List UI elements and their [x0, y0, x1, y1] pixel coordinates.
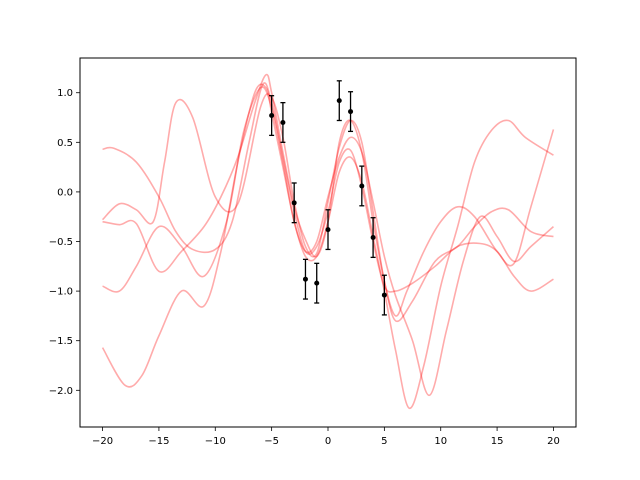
y-tick-label: 0.0: [57, 187, 73, 198]
sample-curve-3: [102, 86, 554, 397]
observation-point: [314, 280, 320, 286]
observation-point: [336, 98, 342, 104]
y-tick-label: −1.0: [49, 287, 73, 298]
sample-curve-1: [102, 82, 554, 293]
observation-point: [325, 227, 331, 233]
x-axis: −20 −15 −10 −5 0 5 10 15 20: [92, 427, 560, 447]
y-tick-label: 1.0: [57, 88, 73, 99]
x-tick-label: 10: [434, 436, 447, 447]
x-tick-label: 0: [325, 436, 331, 447]
x-tick-label: −5: [264, 436, 279, 447]
sample-curve-2: [101, 93, 555, 317]
y-tick-label: 0.5: [57, 138, 73, 149]
observation-point: [381, 292, 387, 298]
x-tick-label: −15: [148, 436, 169, 447]
y-tick-label: −1.5: [49, 336, 73, 347]
observation-point: [280, 119, 286, 125]
observation-point: [348, 109, 354, 115]
x-tick-label: −10: [205, 436, 226, 447]
observations: [269, 80, 387, 316]
y-tick-label: −0.5: [49, 237, 73, 248]
sample-curve-4: [102, 73, 554, 323]
observation-point: [269, 113, 275, 119]
observation-point: [359, 183, 365, 189]
observation-point: [370, 235, 376, 241]
x-tick-label: 20: [547, 436, 560, 447]
x-tick-label: 5: [381, 436, 387, 447]
y-tick-label: −2.0: [49, 386, 73, 397]
x-tick-label: −20: [92, 436, 113, 447]
observation-point: [291, 200, 297, 206]
x-tick-label: 15: [491, 436, 504, 447]
observation-point: [302, 276, 308, 282]
y-axis: 1.0 0.5 0.0 −0.5 −1.0 −1.5 −2.0: [49, 88, 80, 397]
